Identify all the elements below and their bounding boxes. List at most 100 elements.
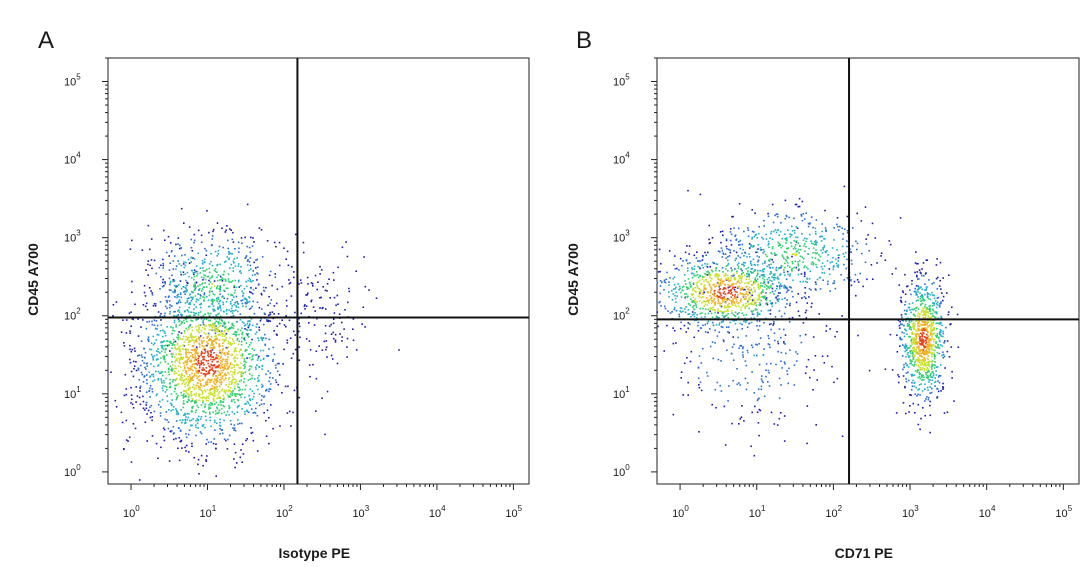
event-dot	[238, 334, 240, 336]
event-dot	[777, 276, 779, 278]
event-dot	[182, 338, 184, 340]
event-dot	[195, 355, 197, 357]
event-dot	[270, 372, 272, 374]
event-dot	[197, 326, 199, 328]
event-dot	[218, 323, 220, 325]
event-dot	[921, 289, 923, 291]
event-dot	[825, 227, 827, 229]
event-dot	[754, 291, 756, 293]
event-dot	[188, 394, 190, 396]
event-dot	[299, 397, 301, 399]
event-dot	[686, 260, 688, 262]
event-dot	[721, 278, 723, 280]
event-dot	[151, 354, 153, 356]
event-dot	[840, 274, 842, 276]
event-dot	[162, 282, 164, 284]
event-dot	[144, 348, 146, 350]
event-dot	[283, 349, 285, 351]
event-dot	[250, 281, 252, 283]
event-dot	[156, 273, 158, 275]
event-dot	[277, 371, 279, 373]
event-dot	[772, 306, 774, 308]
event-dot	[178, 318, 180, 320]
event-dot	[252, 399, 254, 401]
event-dot	[142, 319, 144, 321]
event-dot	[184, 293, 186, 295]
event-dot	[921, 311, 923, 313]
event-dot	[192, 330, 194, 332]
event-dot	[227, 288, 229, 290]
event-dot	[732, 304, 734, 306]
event-dot	[825, 330, 827, 332]
event-dot	[779, 243, 781, 245]
event-dot	[285, 258, 287, 260]
event-dot	[202, 296, 204, 298]
event-dot	[737, 264, 739, 266]
event-dot	[913, 333, 915, 335]
event-dot	[187, 282, 189, 284]
event-dot	[919, 292, 921, 294]
event-dot	[250, 257, 252, 259]
event-dot	[140, 404, 142, 406]
event-dot	[934, 377, 936, 379]
event-dot	[764, 396, 766, 398]
event-dot	[687, 296, 689, 298]
event-dot	[680, 322, 682, 324]
event-dot	[191, 366, 193, 368]
event-dot	[759, 409, 761, 411]
event-dot	[678, 269, 680, 271]
event-dot	[720, 360, 722, 362]
event-dot	[743, 321, 745, 323]
event-dot	[908, 411, 910, 413]
event-dot	[757, 270, 759, 272]
event-dot	[173, 432, 175, 434]
event-dot	[687, 263, 689, 265]
event-dot	[719, 279, 721, 281]
event-dot	[911, 283, 913, 285]
event-dot	[787, 271, 789, 273]
event-dot	[159, 352, 161, 354]
event-dot	[225, 384, 227, 386]
event-dot	[219, 419, 221, 421]
event-dot	[816, 379, 818, 381]
event-dot	[151, 388, 153, 390]
event-dot	[214, 422, 216, 424]
event-dot	[734, 279, 736, 281]
event-dot	[335, 334, 337, 336]
event-dot	[200, 335, 202, 337]
event-dot	[760, 337, 762, 339]
tick-exponent: 5	[76, 73, 81, 82]
event-dot	[176, 297, 178, 299]
event-dot	[702, 279, 704, 281]
event-dot	[166, 386, 168, 388]
event-dot	[815, 282, 817, 284]
event-dot	[189, 302, 191, 304]
event-dot	[809, 288, 811, 290]
event-dot	[164, 385, 166, 387]
event-dot	[192, 380, 194, 382]
event-dot	[721, 247, 723, 249]
event-dot	[775, 229, 777, 231]
event-dot	[143, 362, 145, 364]
event-dot	[700, 327, 702, 329]
event-dot	[198, 324, 200, 326]
event-dot	[658, 271, 660, 273]
event-dot	[685, 311, 687, 313]
event-dot	[717, 335, 719, 337]
event-dot	[192, 257, 194, 259]
event-dot	[184, 367, 186, 369]
event-dot	[934, 339, 936, 341]
event-dot	[294, 312, 296, 314]
event-dot	[254, 274, 256, 276]
event-dot	[721, 321, 723, 323]
event-dot	[165, 306, 167, 308]
event-dot	[733, 314, 735, 316]
event-dot	[304, 308, 306, 310]
event-dot	[769, 385, 771, 387]
event-dot	[225, 355, 227, 357]
event-dot	[185, 339, 187, 341]
event-dot	[678, 314, 680, 316]
event-dot	[214, 438, 216, 440]
event-dot	[708, 302, 710, 304]
event-dot	[179, 324, 181, 326]
